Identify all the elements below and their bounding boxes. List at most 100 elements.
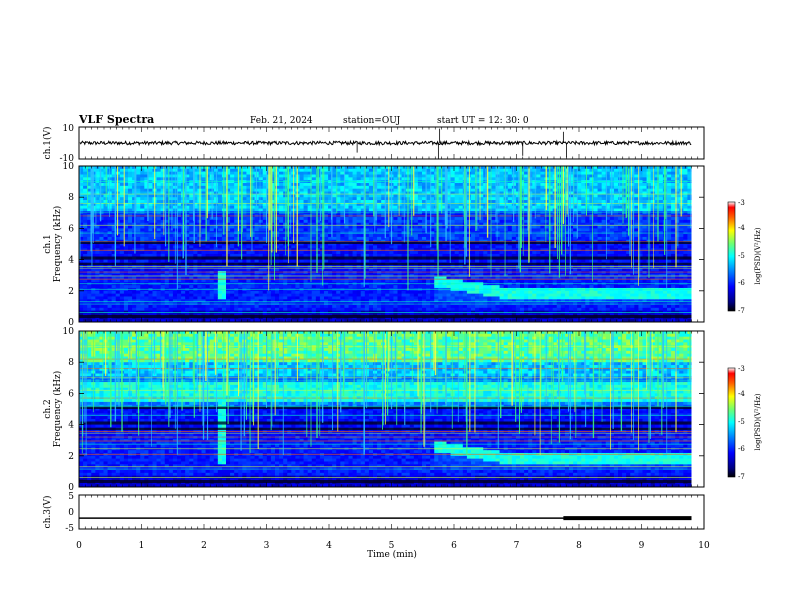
spectrogram-cell [87, 171, 92, 175]
spectrogram-cell [385, 279, 390, 283]
spectrogram-cell [258, 191, 264, 195]
spectrogram-cell [270, 228, 276, 232]
spectrogram-cell [319, 205, 325, 209]
spectrogram-cell [156, 245, 162, 249]
spectrogram-cell [381, 208, 386, 212]
spectrogram-cell [413, 200, 419, 204]
spectrogram-cell [442, 293, 447, 297]
spectrogram-cell [270, 270, 276, 275]
spectrogram-cell [377, 222, 382, 226]
spectrogram-cell [87, 185, 92, 190]
spectrogram-cell [205, 236, 211, 241]
spectrogram-cell [328, 242, 333, 246]
spectrogram-cell [299, 307, 304, 312]
spectrogram-cell [324, 236, 329, 241]
spectrogram-cell [328, 276, 333, 280]
spectrogram-cell [270, 253, 276, 258]
spectrogram-cell [332, 273, 337, 278]
spectrogram-cell [430, 194, 435, 198]
spectrogram-cell [230, 222, 235, 226]
spectrogram-cell [344, 205, 349, 209]
spectrogram-cell [128, 197, 133, 201]
spectrogram-cell [373, 248, 378, 252]
spectrogram-cell [83, 304, 88, 309]
spectrogram-cell [246, 166, 251, 170]
spectrogram-cell [340, 319, 345, 323]
spectrogram-cell [279, 191, 284, 195]
spectrogram-cell [79, 177, 84, 181]
spectrogram-cell [430, 188, 435, 192]
spectrogram-cell [156, 200, 162, 204]
spectrogram-cell [393, 188, 398, 192]
spectrogram-cell [328, 248, 333, 252]
spectrogram-cell [168, 177, 174, 181]
spectrogram-cell [164, 174, 170, 178]
spectrogram-cell [95, 242, 100, 246]
spectrogram-cell [226, 299, 231, 303]
spectrogram-cell [356, 273, 362, 278]
spectrogram-cell [430, 251, 435, 255]
spectrogram-cell [160, 270, 166, 275]
spectrogram-cell [168, 290, 174, 295]
spectrogram-cell [426, 208, 431, 212]
spectrogram-cell [217, 194, 223, 198]
spectrogram-cell [250, 185, 255, 190]
spectrogram-cell [144, 245, 149, 249]
spectrogram-cell [119, 268, 125, 272]
spectrogram-cell [123, 234, 129, 238]
spectrogram-cell [128, 290, 133, 295]
spectrogram-cell [340, 293, 345, 297]
spectrogram-cell [409, 319, 415, 323]
spectrogram-cell [438, 205, 443, 209]
spectrogram-cell [140, 236, 145, 241]
spectrogram-cell [381, 273, 386, 278]
spectrogram-cell [364, 304, 370, 309]
spectrogram-cell [123, 273, 129, 278]
spectrogram-cell [324, 310, 329, 314]
spectrogram-cell [177, 222, 182, 226]
spectrogram-cell [311, 268, 317, 272]
spectrogram-cell [275, 234, 280, 238]
spectrogram-cell [332, 171, 337, 175]
spectrogram-cell [164, 319, 170, 323]
spectrogram-cell [242, 285, 247, 289]
spectrogram-cell [328, 171, 333, 175]
spectrogram-cell [413, 253, 419, 258]
spectrogram-cell [144, 166, 149, 170]
spectrogram-cell [258, 217, 264, 221]
spectrogram-cell [446, 225, 451, 229]
spectrogram-cell [156, 248, 162, 252]
spectrogram-cell [340, 205, 345, 209]
spectrogram-cell [417, 177, 423, 181]
spectrogram-cell [164, 245, 170, 249]
spectrogram-cell [397, 242, 402, 246]
spectrogram-cell [356, 188, 362, 192]
spectrogram-cell [79, 245, 84, 249]
spectrogram-cell [221, 234, 227, 238]
spectrogram-cell [262, 253, 268, 258]
spectrogram-cell [393, 191, 398, 195]
spectrogram-cell [344, 319, 349, 323]
spectrogram-cell [99, 191, 104, 195]
spectrogram-cell [189, 245, 194, 249]
spectrogram-cell [409, 285, 415, 289]
spectrogram-cell [373, 310, 378, 314]
spectrogram-cell [172, 268, 178, 272]
spectrogram-cell [119, 191, 125, 195]
spectrogram-cell [417, 248, 423, 252]
spectrogram-cell [205, 319, 211, 323]
spectrogram-cell [426, 166, 431, 170]
spectrogram-cell [332, 222, 337, 226]
spectrogram-cell [311, 208, 317, 212]
spectrogram-cell [295, 273, 300, 278]
spectrogram-cell [246, 234, 251, 238]
spectrogram-cell [111, 225, 117, 229]
spectrogram-cell [148, 270, 153, 275]
spectrogram-cell [275, 253, 280, 258]
spectrogram-cell [348, 228, 353, 232]
spectrogram-cell [217, 248, 223, 252]
spectrogram-cell [303, 188, 309, 192]
spectrogram-cell [136, 296, 141, 300]
spectrogram-cell [385, 194, 390, 198]
spectrogram-cell [299, 171, 304, 175]
